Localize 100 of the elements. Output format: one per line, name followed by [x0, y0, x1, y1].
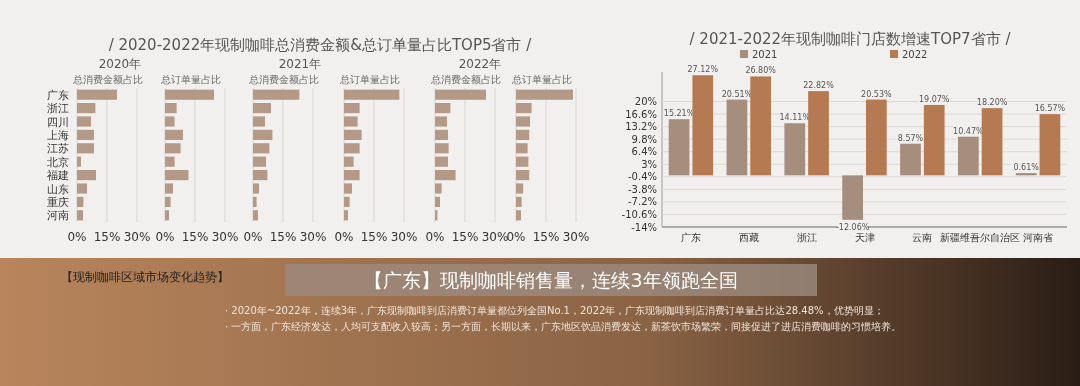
data-label: 16.57%: [1034, 104, 1066, 114]
bar: [253, 143, 270, 154]
bar: [165, 103, 177, 114]
chart-title: 总消费金额占比: [72, 74, 143, 85]
chart-subtitle: 2022年: [458, 57, 502, 71]
x-tick-label: 15%: [181, 230, 209, 244]
bar: [253, 129, 273, 140]
data-label: 0.61%: [1013, 163, 1040, 173]
bar: [344, 116, 358, 127]
x-tick-label: 云南: [912, 232, 933, 243]
bar: [900, 143, 921, 176]
bar: [77, 116, 91, 127]
bar: [923, 104, 945, 176]
bar: [435, 103, 451, 114]
bar: [516, 129, 530, 140]
data-label: 15.21%: [663, 109, 695, 119]
y-tick-label: -10.6%: [621, 208, 657, 220]
bar: [253, 89, 300, 100]
y-tick-label: 江苏: [47, 142, 69, 156]
text: 【现制咖啡区域市场变化趋势】: [61, 270, 229, 284]
bar: [165, 116, 175, 127]
bar: [842, 175, 863, 220]
x-tick-label: 0%: [334, 230, 354, 244]
x-tick-label: 30%: [562, 230, 590, 244]
bar: [253, 210, 258, 221]
x-tick-label: 新疆维吾尔自治区: [940, 232, 1021, 243]
bar: [435, 143, 449, 154]
x-tick-label: 0%: [155, 230, 175, 244]
bar: [784, 123, 806, 176]
bar: [77, 89, 117, 100]
x-tick-label: 0%: [425, 230, 445, 244]
bar: [750, 76, 772, 176]
data-label: 10.47%: [953, 126, 984, 136]
bar: [165, 210, 169, 221]
x-tick-label: 30%: [211, 230, 239, 244]
bar: [516, 103, 532, 114]
bar: [516, 210, 521, 221]
bar: [344, 170, 360, 181]
bar: [165, 196, 171, 207]
data-label: 19.07%: [918, 94, 950, 104]
bar: [165, 129, 183, 140]
bar: [344, 183, 352, 194]
bar: [77, 183, 87, 194]
text: · 一方面，广东经济发达，人均可支配收入较高；另一方面，长期以来，广东地区饮品消费发达，新茶饮市场繁荣，间接促进了进店消费咖啡的习惯培养。: [225, 321, 902, 332]
bar: [253, 103, 271, 114]
bar: [253, 156, 266, 167]
chart-title: 总订单量占比: [511, 74, 572, 85]
x-tick-label: 30%: [123, 230, 151, 244]
bar: [344, 210, 348, 221]
y-tick-label: -3.8%: [627, 183, 657, 195]
bar: [165, 170, 189, 181]
bar: [516, 183, 524, 194]
bar: [435, 183, 442, 194]
text: 【广东】现制咖啡销售量，连续3年领跑全国: [364, 269, 738, 291]
bar: [165, 156, 175, 167]
data-label: 18.20%: [976, 98, 1008, 108]
bar: [253, 116, 265, 127]
y-tick-label: 河南: [47, 209, 69, 223]
data-label: 26.80%: [745, 66, 777, 76]
chart-title: 总订单量占比: [339, 74, 400, 85]
y-tick-label: -14%: [631, 221, 657, 233]
chart-title: / 2021-2022年现制咖啡门店数增速TOP7省市 /: [689, 30, 1012, 48]
bar: [1039, 114, 1061, 176]
bar: [344, 103, 360, 114]
bar: [516, 170, 530, 181]
x-tick-label: 0%: [67, 230, 87, 244]
x-tick-label: 30%: [299, 230, 327, 244]
legend-label: 2022: [902, 49, 928, 60]
y-tick-label: 16.6%: [625, 108, 657, 120]
x-tick-label: 30%: [390, 230, 418, 244]
chart-title: 总消费金额占比: [248, 74, 319, 85]
y-tick-label: 北京: [47, 155, 69, 169]
bar: [692, 75, 714, 176]
y-tick-label: -0.4%: [627, 171, 657, 183]
bar: [77, 170, 96, 181]
x-tick-label: 15%: [93, 230, 121, 244]
bar: [516, 156, 529, 167]
y-tick-label: 20%: [634, 96, 657, 108]
x-tick-label: 0%: [506, 230, 526, 244]
y-tick-label: 四川: [47, 115, 69, 129]
chart-subtitle: 2020年: [98, 57, 142, 71]
x-tick-label: 15%: [451, 230, 479, 244]
bar: [165, 89, 214, 100]
bar: [435, 156, 448, 167]
bar: [77, 129, 94, 140]
bar: [808, 91, 829, 176]
bar: [253, 170, 268, 181]
bar: [344, 129, 362, 140]
y-tick-label: 9.8%: [631, 133, 657, 145]
bar: [165, 143, 181, 154]
chart-subtitle: 2021年: [278, 57, 322, 71]
chart-title: 总消费金额占比: [430, 74, 501, 85]
bar: [77, 103, 96, 114]
y-tick-label: 浙江: [47, 102, 69, 116]
x-tick-label: 广东: [680, 232, 701, 243]
bar: [516, 143, 528, 154]
y-tick-label: 上海: [47, 128, 69, 142]
bar: [866, 99, 887, 176]
y-tick-label: 6.4%: [631, 146, 657, 158]
bar: [435, 116, 447, 127]
